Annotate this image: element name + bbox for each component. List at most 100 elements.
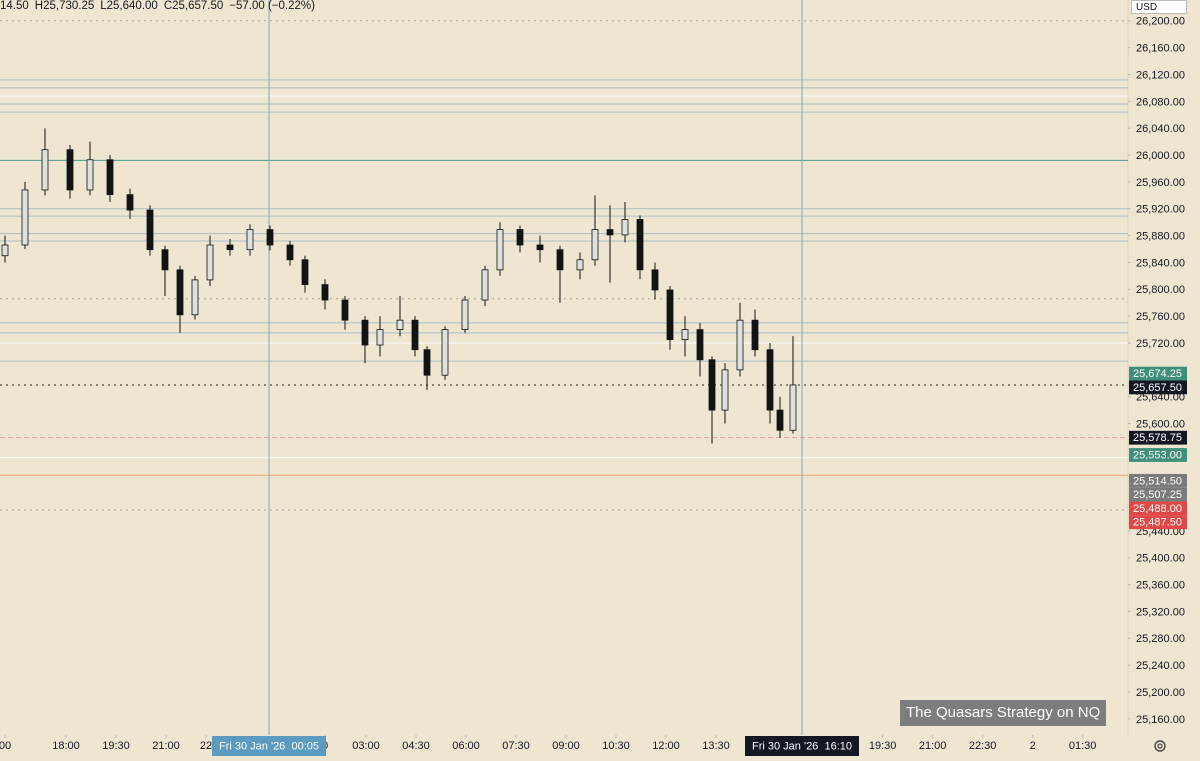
candle-body bbox=[736, 319, 744, 371]
y-tick-label: 25,800.00 bbox=[1136, 284, 1185, 296]
crosshair-time: 00:05 bbox=[291, 740, 319, 752]
crosshair-label-box bbox=[745, 736, 859, 756]
candle-body bbox=[41, 149, 49, 191]
open-value: 14.50 bbox=[0, 0, 29, 12]
x-tick-label: 07:30 bbox=[502, 740, 530, 752]
price-badge bbox=[1129, 515, 1187, 530]
candle-body bbox=[536, 244, 544, 251]
candle-body bbox=[266, 229, 274, 246]
y-tick-label: 25,840.00 bbox=[1136, 257, 1185, 269]
candle-body bbox=[636, 219, 644, 271]
low-value: L25,640.00 bbox=[100, 0, 158, 12]
candle-body bbox=[666, 289, 674, 341]
candle-body bbox=[591, 229, 599, 261]
x-tick-label: 19:30 bbox=[102, 740, 130, 752]
x-tick-label: 2 bbox=[1030, 740, 1036, 752]
currency-dropdown[interactable]: USD bbox=[1131, 0, 1187, 14]
price-badge-label: 25,514.50 bbox=[1133, 475, 1182, 487]
x-tick-label: 06:00 bbox=[452, 740, 480, 752]
x-tick-label: 21:00 bbox=[152, 740, 180, 752]
x-tick-label: 12:00 bbox=[652, 740, 680, 752]
price-badge-label: 25,578.75 bbox=[1133, 432, 1182, 444]
crosshair-label-box bbox=[212, 736, 326, 756]
y-tick-label: 25,320.00 bbox=[1136, 606, 1185, 618]
candle-body bbox=[516, 229, 524, 246]
high-value: H25,730.25 bbox=[34, 0, 95, 12]
candle-body bbox=[751, 319, 759, 351]
y-tick-label: 25,960.00 bbox=[1136, 177, 1185, 189]
candle-body bbox=[21, 189, 29, 246]
candle-body bbox=[776, 409, 784, 431]
y-tick-label: 25,160.00 bbox=[1136, 714, 1185, 726]
x-tick-label: 10:30 bbox=[602, 740, 630, 752]
y-tick-label: 26,000.00 bbox=[1136, 150, 1185, 162]
price-badge bbox=[1129, 430, 1187, 445]
candle-body bbox=[441, 329, 449, 376]
y-tick-label: 25,200.00 bbox=[1136, 687, 1185, 699]
y-tick-label: 26,160.00 bbox=[1136, 43, 1185, 55]
candle-body bbox=[696, 329, 704, 361]
candle-body bbox=[286, 244, 294, 261]
x-tick-label: 04:30 bbox=[402, 740, 430, 752]
y-tick-label: 25,400.00 bbox=[1136, 553, 1185, 565]
candle-body bbox=[606, 229, 614, 236]
candle-body bbox=[376, 329, 384, 346]
y-tick-label: 26,200.00 bbox=[1136, 16, 1185, 28]
candle-body bbox=[621, 219, 629, 236]
candle-body bbox=[206, 244, 214, 281]
y-tick-label: 26,040.00 bbox=[1136, 123, 1185, 135]
candle-body bbox=[126, 194, 134, 211]
x-tick-label: 22:30 bbox=[969, 740, 997, 752]
price-badge-label: 25,553.00 bbox=[1133, 450, 1182, 462]
price-badge-label: 25,488.00 bbox=[1133, 503, 1182, 515]
candle-body bbox=[341, 299, 349, 321]
price-badge bbox=[1129, 448, 1187, 462]
x-tick-label: 18:00 bbox=[52, 740, 80, 752]
y-tick-label: 25,240.00 bbox=[1136, 660, 1185, 672]
candle-body bbox=[66, 149, 74, 191]
y-tick-label: 26,120.00 bbox=[1136, 69, 1185, 81]
candle-body bbox=[411, 319, 419, 351]
price-badge bbox=[1129, 501, 1187, 516]
y-tick-label: 25,280.00 bbox=[1136, 633, 1185, 645]
crosshair-date: Fri 30 Jan '26 bbox=[752, 740, 818, 752]
candle-body bbox=[461, 299, 469, 330]
candle-body bbox=[226, 244, 234, 251]
settings-icon[interactable] bbox=[1154, 740, 1166, 752]
price-badge-label: 25,487.50 bbox=[1133, 517, 1182, 529]
price-badge bbox=[1129, 380, 1187, 395]
y-tick-label: 25,760.00 bbox=[1136, 311, 1185, 323]
candle-body bbox=[246, 229, 254, 251]
candle-body bbox=[708, 359, 716, 411]
ohlc-legend: 14.50 H25,730.25 L25,640.00 C25,657.50 −57.0… bbox=[0, 0, 321, 12]
y-tick-label: 25,640.00 bbox=[1136, 392, 1185, 404]
y-tick-label: 25,360.00 bbox=[1136, 580, 1185, 592]
candle-body bbox=[496, 229, 504, 271]
x-tick-label: 01:30 bbox=[1069, 740, 1097, 752]
price-badge-label: 25,507.25 bbox=[1133, 489, 1182, 501]
x-tick-label: 00 bbox=[0, 740, 11, 752]
candle-body bbox=[789, 384, 797, 431]
close-value: C25,657.50 bbox=[163, 0, 224, 12]
candle-body bbox=[146, 209, 154, 251]
y-tick-label: 25,720.00 bbox=[1136, 338, 1185, 350]
candle-body bbox=[361, 319, 369, 346]
candle-body bbox=[86, 159, 94, 191]
change-value: −57.00 (−0.22%) bbox=[229, 0, 315, 12]
price-badge bbox=[1129, 487, 1187, 502]
price-badge-label: 25,674.25 bbox=[1133, 368, 1182, 380]
y-tick-label: 25,920.00 bbox=[1136, 204, 1185, 216]
price-badge bbox=[1129, 473, 1187, 488]
x-tick-label: 03:00 bbox=[352, 740, 380, 752]
crosshair-date: Fri 30 Jan '26 bbox=[219, 740, 285, 752]
candle-body bbox=[556, 249, 564, 271]
candle-body bbox=[423, 349, 431, 376]
candle-body bbox=[321, 284, 329, 301]
candle-body bbox=[301, 259, 309, 286]
candle-body bbox=[766, 349, 774, 411]
candle-body bbox=[651, 269, 659, 291]
candle-body bbox=[176, 269, 184, 316]
x-tick-label: 13:30 bbox=[702, 740, 730, 752]
